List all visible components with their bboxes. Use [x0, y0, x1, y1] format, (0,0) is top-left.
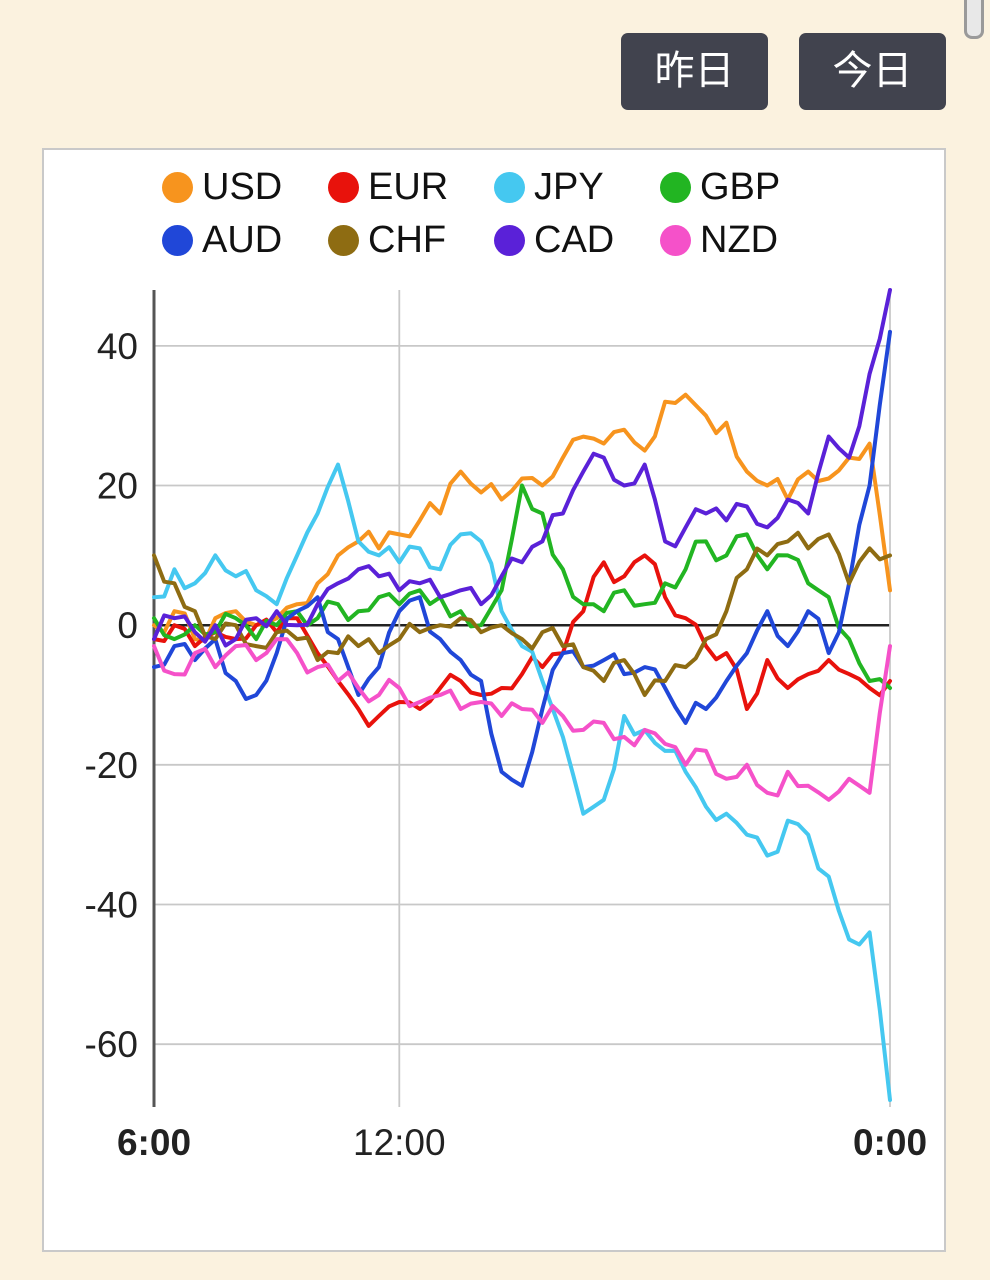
eur-color-dot-icon — [328, 172, 359, 203]
legend-label: CAD — [534, 219, 615, 261]
legend-label: AUD — [202, 219, 283, 261]
chart-card: USD EUR JPY GBP AUD CHF CAD NZD 40 20 0 -20 -40 -60 6… — [42, 148, 946, 1252]
legend-label: JPY — [534, 166, 604, 208]
yesterday-button[interactable]: 昨日 — [621, 33, 768, 110]
legend-item-cad: CAD — [494, 219, 660, 262]
gbp-color-dot-icon — [660, 172, 691, 203]
series-line-chf — [152, 530, 892, 697]
y-axis-tick-label: -60 — [85, 1024, 138, 1065]
legend-label: NZD — [700, 219, 779, 261]
series-line-cad — [152, 288, 892, 648]
legend-label: GBP — [700, 166, 781, 208]
aud-color-dot-icon — [162, 225, 193, 256]
y-axis-tick-label: 0 — [117, 605, 138, 646]
cad-color-dot-icon — [494, 225, 525, 256]
scrollbar-thumb-icon — [964, 0, 984, 39]
x-axis-tick-label: 0:00 — [853, 1122, 927, 1163]
series-line-gbp — [152, 483, 892, 690]
jpy-color-dot-icon — [494, 172, 525, 203]
series-line-jpy — [152, 462, 892, 1102]
legend-label: USD — [202, 166, 283, 208]
legend-label: EUR — [368, 166, 449, 208]
y-axis-tick-label: 20 — [97, 466, 138, 507]
y-axis-tick-label: -20 — [85, 745, 138, 786]
currency-strength-chart: 40 20 0 -20 -40 -60 6:00 12:00 0:00 — [85, 288, 927, 1163]
chf-color-dot-icon — [328, 225, 359, 256]
legend-label: CHF — [368, 219, 447, 261]
y-axis-tick-label: 40 — [97, 326, 138, 367]
usd-color-dot-icon — [162, 172, 193, 203]
x-axis-tick-label: 6:00 — [117, 1122, 191, 1163]
series-line-aud — [152, 329, 892, 788]
series-line-nzd — [152, 637, 892, 802]
legend-item-chf: CHF — [328, 219, 494, 262]
series-line-usd — [152, 392, 892, 643]
legend-item-aud: AUD — [162, 219, 328, 262]
legend-item-nzd: NZD — [660, 219, 826, 262]
legend-item-eur: EUR — [328, 166, 494, 209]
y-axis-tick-label: -40 — [85, 885, 138, 926]
nzd-color-dot-icon — [660, 225, 691, 256]
legend-item-usd: USD — [162, 166, 328, 209]
legend-item-jpy: JPY — [494, 166, 660, 209]
today-button[interactable]: 今日 — [799, 33, 946, 110]
legend: USD EUR JPY GBP AUD CHF CAD NZD — [44, 150, 944, 262]
x-axis-tick-label: 12:00 — [353, 1122, 446, 1163]
legend-item-gbp: GBP — [660, 166, 826, 209]
